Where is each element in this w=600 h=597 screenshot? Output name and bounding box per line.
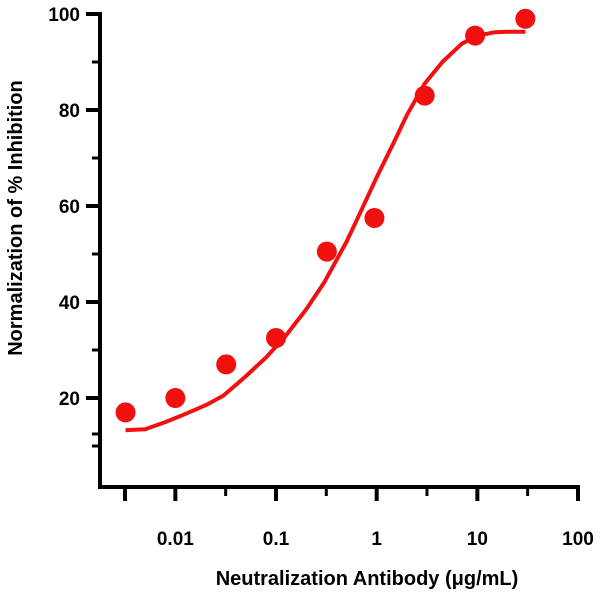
x-tick-label: 100 (562, 529, 594, 550)
axes (98, 12, 580, 489)
data-points (115, 8, 536, 423)
tick-labels: 20 40 60 80 100 0.01 0.1 1 10 100 (48, 5, 594, 550)
data-point (465, 25, 486, 46)
x-axis-title: Neutralization Antibody (μg/mL) (216, 568, 519, 590)
y-tick-label: 40 (59, 293, 80, 314)
y-tick-label: 60 (59, 197, 80, 218)
data-point (515, 8, 536, 29)
y-axis-title: Normalization of % Inhibition (5, 80, 27, 356)
x-tick-label: 10 (467, 529, 488, 550)
data-point (165, 388, 186, 408)
x-tick-label: 0.1 (263, 529, 290, 550)
data-point (316, 241, 337, 262)
x-tick-label: 0.01 (157, 529, 194, 550)
data-point (216, 354, 237, 375)
x-tick-label: 1 (371, 529, 382, 550)
y-tick-label: 80 (59, 101, 80, 122)
data-point (414, 85, 435, 106)
fit-curve (125, 29, 526, 433)
data-point (364, 208, 385, 228)
data-point (115, 402, 136, 423)
y-tick-label: 20 (59, 389, 80, 410)
tick-marks (86, 12, 580, 501)
y-tick-label: 100 (48, 5, 80, 26)
data-point (266, 328, 287, 348)
